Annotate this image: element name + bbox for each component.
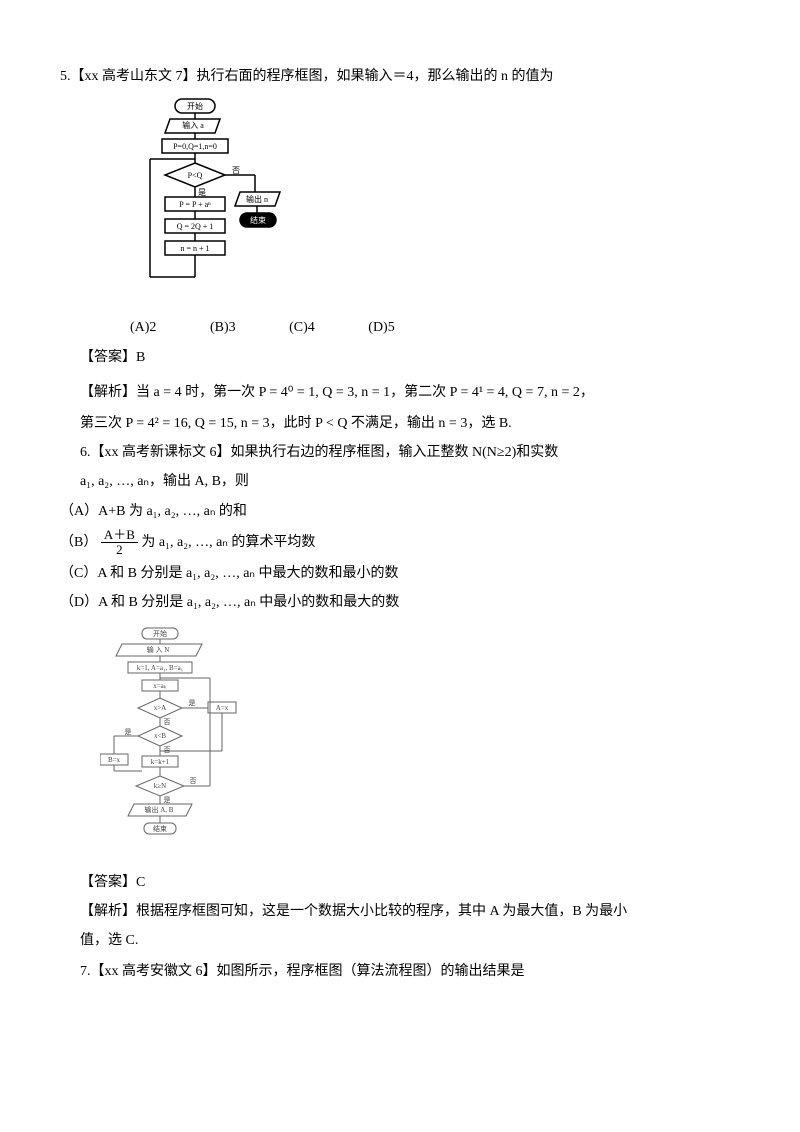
fc2-start: 开始 xyxy=(153,629,167,638)
fc-input: 输入 a xyxy=(182,120,204,130)
fc2-assign: x=aₖ xyxy=(153,682,167,690)
fc-start: 开始 xyxy=(187,101,203,111)
q5-answer: 【答案】B xyxy=(60,345,740,370)
q5-options: (A)2 (B)3 (C)4 (D)5 xyxy=(60,315,740,340)
q5-opt-c: (C)4 xyxy=(289,315,315,340)
fc2-init: k=1, A=a₁, B=a₁ xyxy=(137,664,183,672)
fc-out: 输出 n xyxy=(246,194,268,204)
q5-analysis1: 【解析】当 a = 4 时，第一次 P = 4⁰ = 1, Q = 3, n =… xyxy=(60,380,740,405)
q6-optC: （C）A 和 B 分别是 a₁, a₂, …, aₙ 中最大的数和最小的数 xyxy=(60,561,740,586)
fc-cond: P<Q xyxy=(188,171,203,180)
q5-header: 5.【xx 高考山东文 7】执行右面的程序框图，如果输入＝4，那么输出的 n 的… xyxy=(60,64,740,89)
fc2-yes2: 是 xyxy=(125,728,132,736)
fc-step3: n = n + 1 xyxy=(180,244,209,253)
q5-flowchart: 开始 输入 a P=0,Q=1,n=0 P<Q 是 否 P = P + aⁿ Q… xyxy=(120,97,300,302)
fraction: A＋B 2 xyxy=(101,528,138,558)
fc2-cond1: x>A xyxy=(154,704,167,712)
q6-optD: （D）A 和 B 分别是 a₁, a₂, …, aₙ 中最小的数和最大的数 xyxy=(60,590,740,615)
q6-header2: a₁, a₂, …, aₙ，输出 A, B，则 xyxy=(60,469,740,494)
fc-no: 否 xyxy=(232,166,240,175)
fc-step2: Q = 2Q + 1 xyxy=(177,222,214,231)
fc-init: P=0,Q=1,n=0 xyxy=(173,142,217,151)
fc2-cond3: k≥N xyxy=(154,782,166,790)
q6-analysis1: 【解析】根据程序框图可知，这是一个数据大小比较的程序，其中 A 为最大值，B 为… xyxy=(60,899,740,924)
fc2-no2: 否 xyxy=(164,746,171,754)
q7-header: 7.【xx 高考安徽文 6】如图所示，程序框图（算法流程图）的输出结果是 xyxy=(60,959,740,984)
q5-opt-b: (B)3 xyxy=(210,315,236,340)
q6-answer: 【答案】C xyxy=(60,870,740,895)
q6-analysis2: 值，选 C. xyxy=(60,928,740,953)
q5-opt-d: (D)5 xyxy=(368,315,394,340)
fc2-yes3: 是 xyxy=(164,796,171,804)
q5-opt-a: (A)2 xyxy=(130,315,156,340)
fc2-yes1: 是 xyxy=(189,699,196,707)
q6-optA: （A）A+B 为 a₁, a₂, …, aₙ 的和 xyxy=(60,499,740,524)
fc-yes: 是 xyxy=(198,188,206,197)
document-page: 5.【xx 高考山东文 7】执行右面的程序框图，如果输入＝4，那么输出的 n 的… xyxy=(0,0,800,1049)
q6-header: 6.【xx 高考新课标文 6】如果执行右边的程序框图，输入正整数 N(N≥2)和… xyxy=(60,440,740,465)
frac-top: A＋B xyxy=(101,528,138,543)
fc2-inc: k=k+1 xyxy=(151,758,170,766)
fc2-out: 输出 A, B xyxy=(145,805,174,814)
fc2-end: 结束 xyxy=(153,824,167,833)
fc2-no1: 否 xyxy=(164,718,171,726)
fc2-cond2: x<B xyxy=(154,732,166,740)
q5-analysis2: 第三次 P = 4² = 16, Q = 15, n = 3，此时 P < Q … xyxy=(60,411,740,436)
q6-optB-pre: （B） xyxy=(60,535,97,550)
q6-optB: （B） A＋B 2 为 a₁, a₂, …, aₙ 的算术平均数 xyxy=(60,528,740,558)
fc-step1: P = P + aⁿ xyxy=(179,200,211,209)
q6-optB-post: 为 a₁, a₂, …, aₙ 的算术平均数 xyxy=(141,535,315,550)
frac-bot: 2 xyxy=(101,543,138,557)
q6-flowchart: 开始 输 入 N k=1, A=a₁, B=a₁ x=aₖ x>A A=x 是 … xyxy=(100,626,260,851)
fc2-setA: A=x xyxy=(216,704,229,712)
fc2-setB: B=x xyxy=(108,756,121,764)
fc2-no3: 否 xyxy=(190,777,197,785)
fc2-input: 输 入 N xyxy=(147,645,170,654)
fc-end: 结束 xyxy=(250,215,266,225)
